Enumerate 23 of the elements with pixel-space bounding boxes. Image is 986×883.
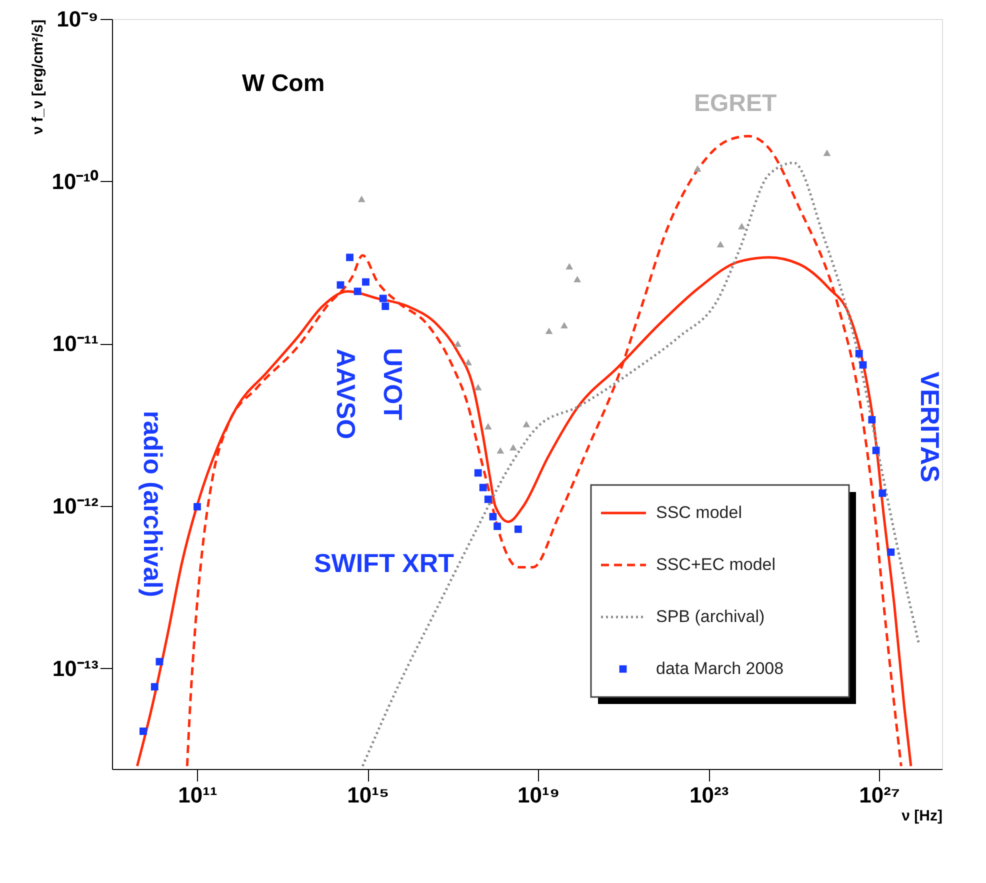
annotation: radio (archival)	[138, 410, 168, 598]
x-tick-label: 10¹¹	[178, 782, 218, 808]
x-tick-label: 10²⁷	[859, 782, 900, 808]
annotation: W Com	[242, 70, 325, 97]
annotation: EGRET	[694, 90, 778, 117]
legend-label: SSC+EC model	[656, 555, 776, 574]
y-tick-label: 10⁻¹³	[52, 656, 98, 681]
x-tick-label: 10¹⁹	[518, 782, 560, 808]
annotation: AAVSO	[331, 348, 361, 440]
annotation: SWIFT XRT	[314, 548, 454, 578]
x-axis-title: ν [Hz]	[902, 808, 942, 824]
y-tick-label: 10⁻¹²	[52, 494, 98, 519]
y-tick-label: 10⁻¹⁰	[52, 168, 98, 194]
annotation: VERITAS	[915, 372, 945, 482]
y-axis-title: ν f_ν [erg/cm²/s]	[30, 20, 47, 135]
x-tick-label: 10¹⁵	[347, 782, 390, 808]
legend-label: data March 2008	[656, 659, 784, 678]
x-tick-label: 10²³	[690, 782, 729, 808]
legend-label: SSC model	[656, 503, 742, 522]
y-tick-label: 10⁻⁹	[56, 6, 98, 32]
annotation: UVOT	[378, 348, 408, 420]
legend-label: SPB (archival)	[656, 607, 765, 626]
y-tick-label: 10⁻¹¹	[52, 331, 98, 356]
